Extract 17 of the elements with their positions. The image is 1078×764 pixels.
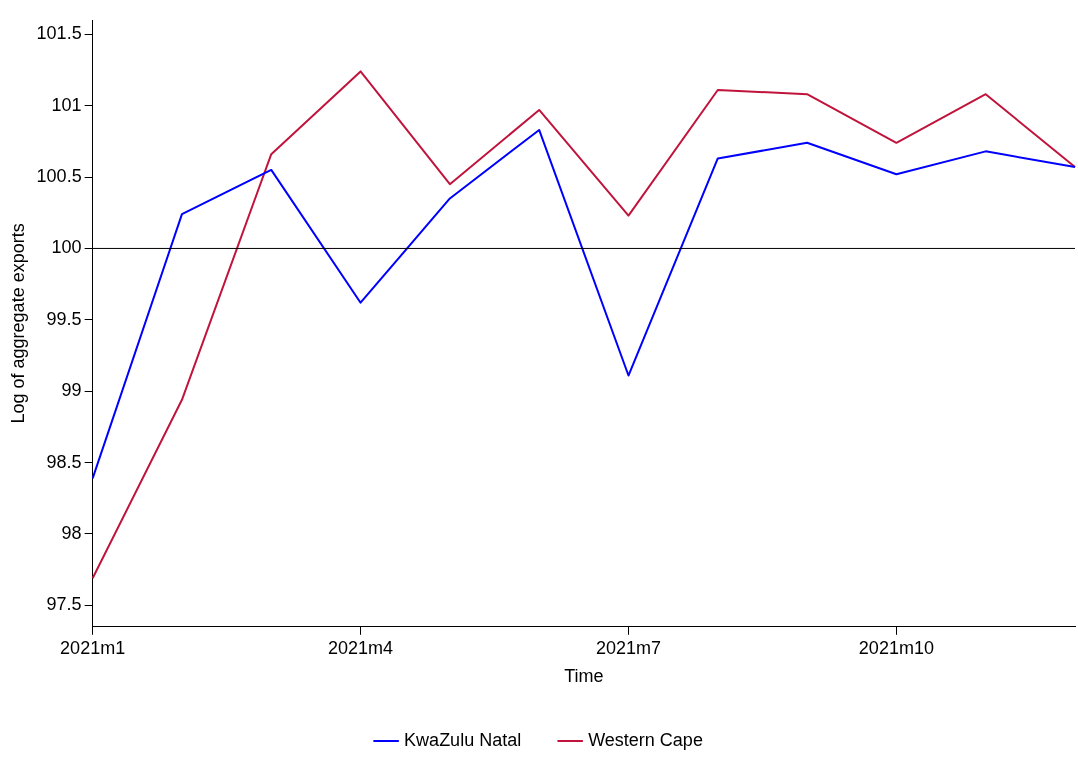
x-axis-title: Time: [564, 666, 604, 687]
y-tick-label: 100: [51, 237, 82, 258]
x-tick-label: 2021m7: [595, 637, 662, 658]
y-axis-title: Log of aggregate exports: [7, 223, 28, 424]
x-tick-label: 2021m10: [858, 637, 934, 658]
y-tick-label: 97.5: [46, 594, 82, 615]
y-tick-label: 98: [61, 522, 82, 543]
x-tick-label: 2021m1: [60, 637, 126, 658]
y-tick-label: 99.5: [46, 308, 82, 329]
y-tick-label: 100.5: [36, 166, 82, 187]
y-tick-label: 99: [61, 380, 82, 401]
legend-label: KwaZulu Natal: [404, 729, 522, 750]
legend-label: Western Cape: [588, 729, 703, 750]
y-tick-label: 101.5: [36, 23, 82, 44]
x-tick-label: 2021m4: [328, 637, 394, 658]
y-tick-label: 98.5: [46, 451, 82, 472]
y-tick-label: 101: [51, 94, 82, 115]
